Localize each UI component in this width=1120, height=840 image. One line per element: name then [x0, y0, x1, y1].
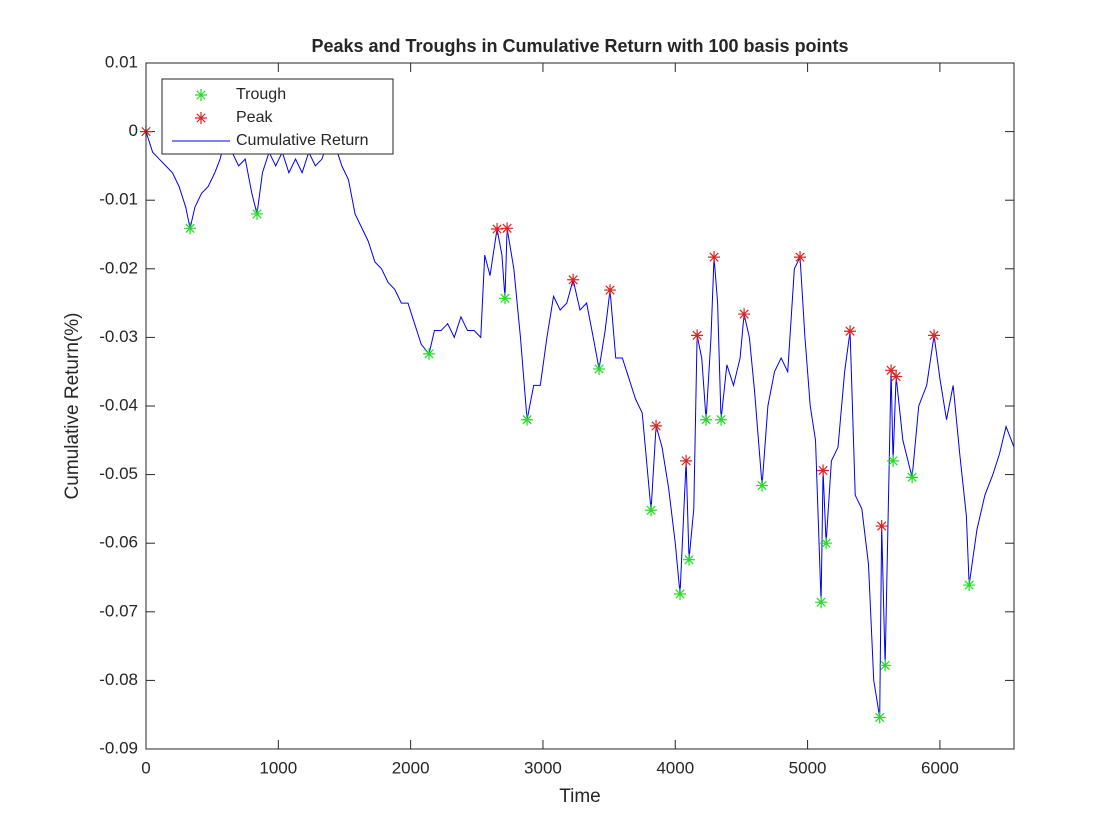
y-tick-label: -0.02 — [99, 258, 138, 277]
y-tick-label: -0.05 — [99, 464, 138, 483]
marker — [963, 579, 976, 592]
marker — [879, 659, 892, 672]
marker — [875, 520, 888, 533]
marker — [794, 251, 807, 264]
legend: Trough Peak Cumulative Return — [161, 78, 394, 155]
legend-marker — [195, 112, 207, 124]
marker — [184, 222, 197, 235]
chart-title: Peaks and Troughs in Cumulative Return w… — [311, 36, 848, 56]
marker — [650, 419, 663, 432]
y-tick-label: -0.03 — [99, 327, 138, 346]
marker — [700, 413, 713, 426]
marker — [887, 454, 900, 467]
marker — [890, 370, 903, 383]
marker — [683, 553, 696, 566]
y-tick-label: -0.06 — [99, 533, 138, 552]
x-axis-label: Time — [559, 786, 601, 807]
marker — [885, 364, 898, 377]
marker — [906, 471, 919, 484]
legend-label: Peak — [236, 109, 273, 126]
marker — [691, 329, 704, 342]
x-tick-label: 6000 — [921, 758, 959, 777]
marker — [251, 207, 264, 220]
axes-box — [145, 62, 1015, 750]
marker — [604, 284, 617, 297]
legend-label: Trough — [236, 86, 286, 103]
y-tick-label: 0.01 — [105, 52, 138, 71]
y-tick-label: 0 — [129, 121, 138, 140]
y-axis-label: Cumulative Return(%) — [62, 313, 83, 500]
marker — [501, 222, 514, 235]
y-tick-label: -0.01 — [99, 190, 138, 209]
marker — [928, 329, 941, 342]
marker — [738, 308, 751, 321]
marker — [873, 711, 886, 724]
marker — [756, 479, 769, 492]
marker — [815, 596, 828, 609]
marker — [567, 273, 580, 286]
legend-label: Cumulative Return — [236, 132, 369, 149]
marker — [715, 413, 728, 426]
x-tick-label: 3000 — [524, 758, 562, 777]
marker — [844, 325, 857, 338]
legend-marker — [195, 89, 207, 101]
y-tick-label: -0.07 — [99, 601, 138, 620]
x-tick-label: 4000 — [656, 758, 694, 777]
x-tick-label: 5000 — [789, 758, 827, 777]
marker — [498, 292, 511, 305]
marker — [593, 362, 606, 375]
marker — [521, 413, 534, 426]
marker — [680, 454, 693, 467]
x-tick-label: 0 — [141, 758, 150, 777]
marker — [708, 251, 721, 264]
marker — [674, 587, 687, 600]
y-tick-label: -0.09 — [99, 738, 138, 757]
data-line — [145, 131, 1015, 718]
x-tick-label: 1000 — [259, 758, 297, 777]
marker — [817, 464, 830, 477]
marker — [820, 537, 833, 550]
y-tick-label: -0.08 — [99, 670, 138, 689]
marker — [491, 223, 504, 236]
marker — [645, 504, 658, 517]
y-tick-label: -0.04 — [99, 395, 138, 414]
x-tick-label: 2000 — [392, 758, 430, 777]
marker — [423, 347, 436, 360]
